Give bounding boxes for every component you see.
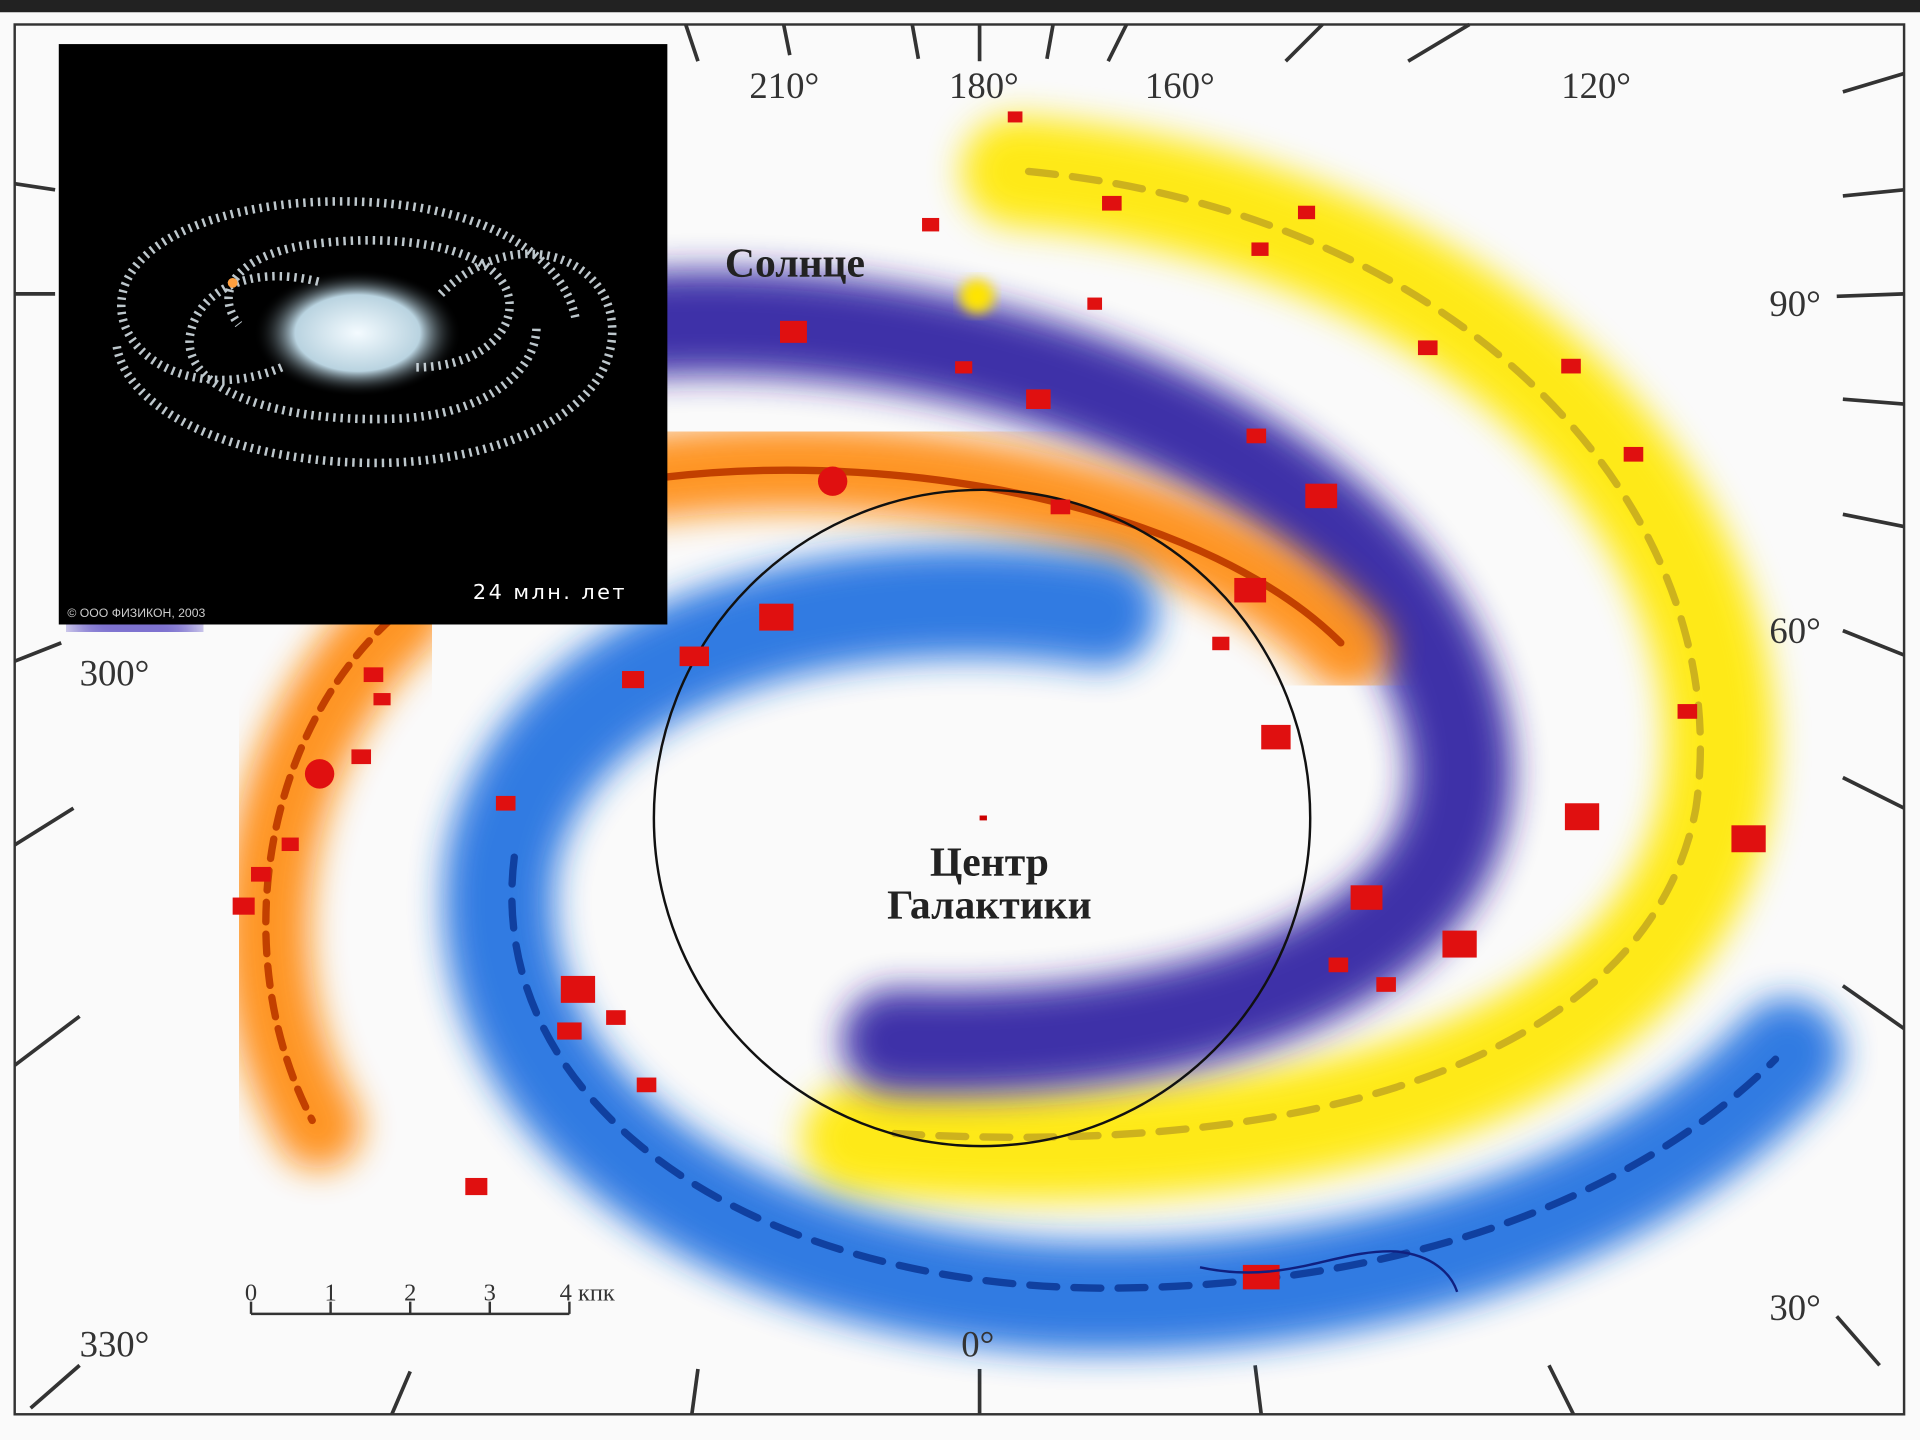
sun-marker bbox=[960, 279, 995, 314]
scale-bar: 0 1 2 3 4 кпк bbox=[245, 1279, 615, 1316]
scale-label: 4 bbox=[560, 1279, 572, 1306]
top-band bbox=[0, 0, 1920, 13]
inset-time: 24 млн. лет bbox=[473, 580, 627, 604]
scale-label: 2 bbox=[404, 1279, 416, 1306]
angle-labels: 210° 180° 160° 120° 90° 60° 30° 0° 330° … bbox=[80, 65, 1821, 1365]
angle-label: 30° bbox=[1769, 1287, 1820, 1328]
inset: 24 млн. лет © ООО ФИЗИКОН, 2003 bbox=[58, 44, 668, 625]
star-clusters bbox=[232, 111, 1766, 1290]
angle-label: 60° bbox=[1769, 610, 1820, 651]
edge-ticks bbox=[13, 22, 1906, 1416]
wave-line bbox=[1199, 1250, 1459, 1293]
center-circle bbox=[652, 488, 1312, 1148]
angle-label: 0° bbox=[961, 1324, 994, 1365]
scale-label: 1 bbox=[324, 1279, 336, 1306]
angle-label: 210° bbox=[749, 65, 819, 106]
scale-label: 0 bbox=[245, 1279, 257, 1306]
center-dot bbox=[979, 815, 987, 821]
scale-label: 3 bbox=[484, 1279, 496, 1306]
angle-label: 330° bbox=[80, 1324, 150, 1365]
inset-copyright: © ООО ФИЗИКОН, 2003 bbox=[67, 606, 205, 620]
spiral-arms bbox=[67, 116, 1843, 1354]
center-label: Галактики bbox=[887, 882, 1092, 928]
scale-unit: кпк bbox=[578, 1279, 615, 1306]
angle-label: 300° bbox=[80, 653, 150, 694]
angle-label: 180° bbox=[949, 65, 1019, 106]
angle-label: 160° bbox=[1145, 65, 1215, 106]
angle-label: 90° bbox=[1769, 283, 1820, 324]
center-label: Центр bbox=[930, 840, 1049, 886]
angle-label: 120° bbox=[1561, 65, 1631, 106]
frame bbox=[13, 23, 1906, 1416]
sun-label: Солнце bbox=[725, 241, 865, 287]
